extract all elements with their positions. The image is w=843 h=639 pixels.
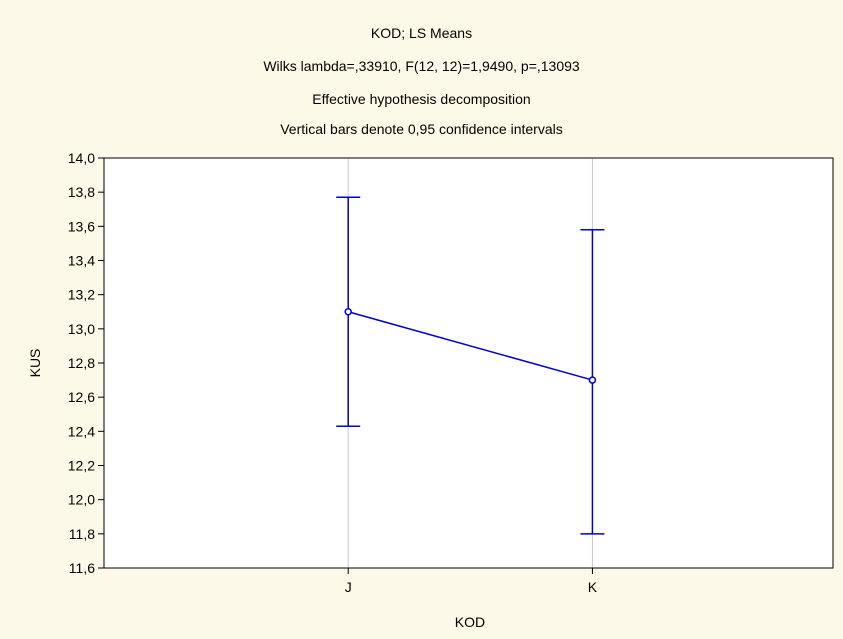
y-tick-label: 13,0 xyxy=(68,321,95,337)
y-tick-label: 12,2 xyxy=(68,458,95,474)
x-tick-label-j: J xyxy=(345,579,352,595)
y-tick-label: 11,8 xyxy=(69,526,95,542)
chart-subtitle-statistics: Wilks lambda=,33910, F(12, 12)=1,9490, p… xyxy=(263,58,580,74)
mean-point-j xyxy=(344,308,352,316)
y-tick-label: 13,2 xyxy=(68,287,95,303)
y-axis-ticks: 11,6 11,8 12,0 12,2 12,4 12,6 12,8 13,0 13,2 13,4… xyxy=(68,150,104,576)
series-layer xyxy=(336,196,605,535)
y-tick-label: 14,0 xyxy=(68,150,95,166)
x-tick-label-k: K xyxy=(588,579,598,595)
chart-subtitle-confidence: Vertical bars denote 0,95 confidence int… xyxy=(280,121,563,137)
mean-point-k xyxy=(588,376,597,384)
y-tick-label: 13,8 xyxy=(68,184,95,200)
y-axis-label: KUS xyxy=(27,349,43,378)
means-line xyxy=(348,311,593,381)
x-axis-label: KOD xyxy=(455,614,485,630)
chart-subtitle-decomposition: Effective hypothesis decomposition xyxy=(312,91,530,107)
plot-area xyxy=(104,158,833,568)
y-tick-label: 12,0 xyxy=(68,492,95,508)
y-tick-label: 13,6 xyxy=(68,218,95,234)
y-tick-label: 12,6 xyxy=(68,389,95,405)
y-tick-label: 11,6 xyxy=(69,560,95,576)
chart-title: KOD; LS Means xyxy=(371,25,472,41)
y-tick-label: 12,4 xyxy=(68,423,95,439)
y-tick-label: 13,4 xyxy=(68,253,95,269)
y-tick-label: 12,8 xyxy=(68,355,95,371)
